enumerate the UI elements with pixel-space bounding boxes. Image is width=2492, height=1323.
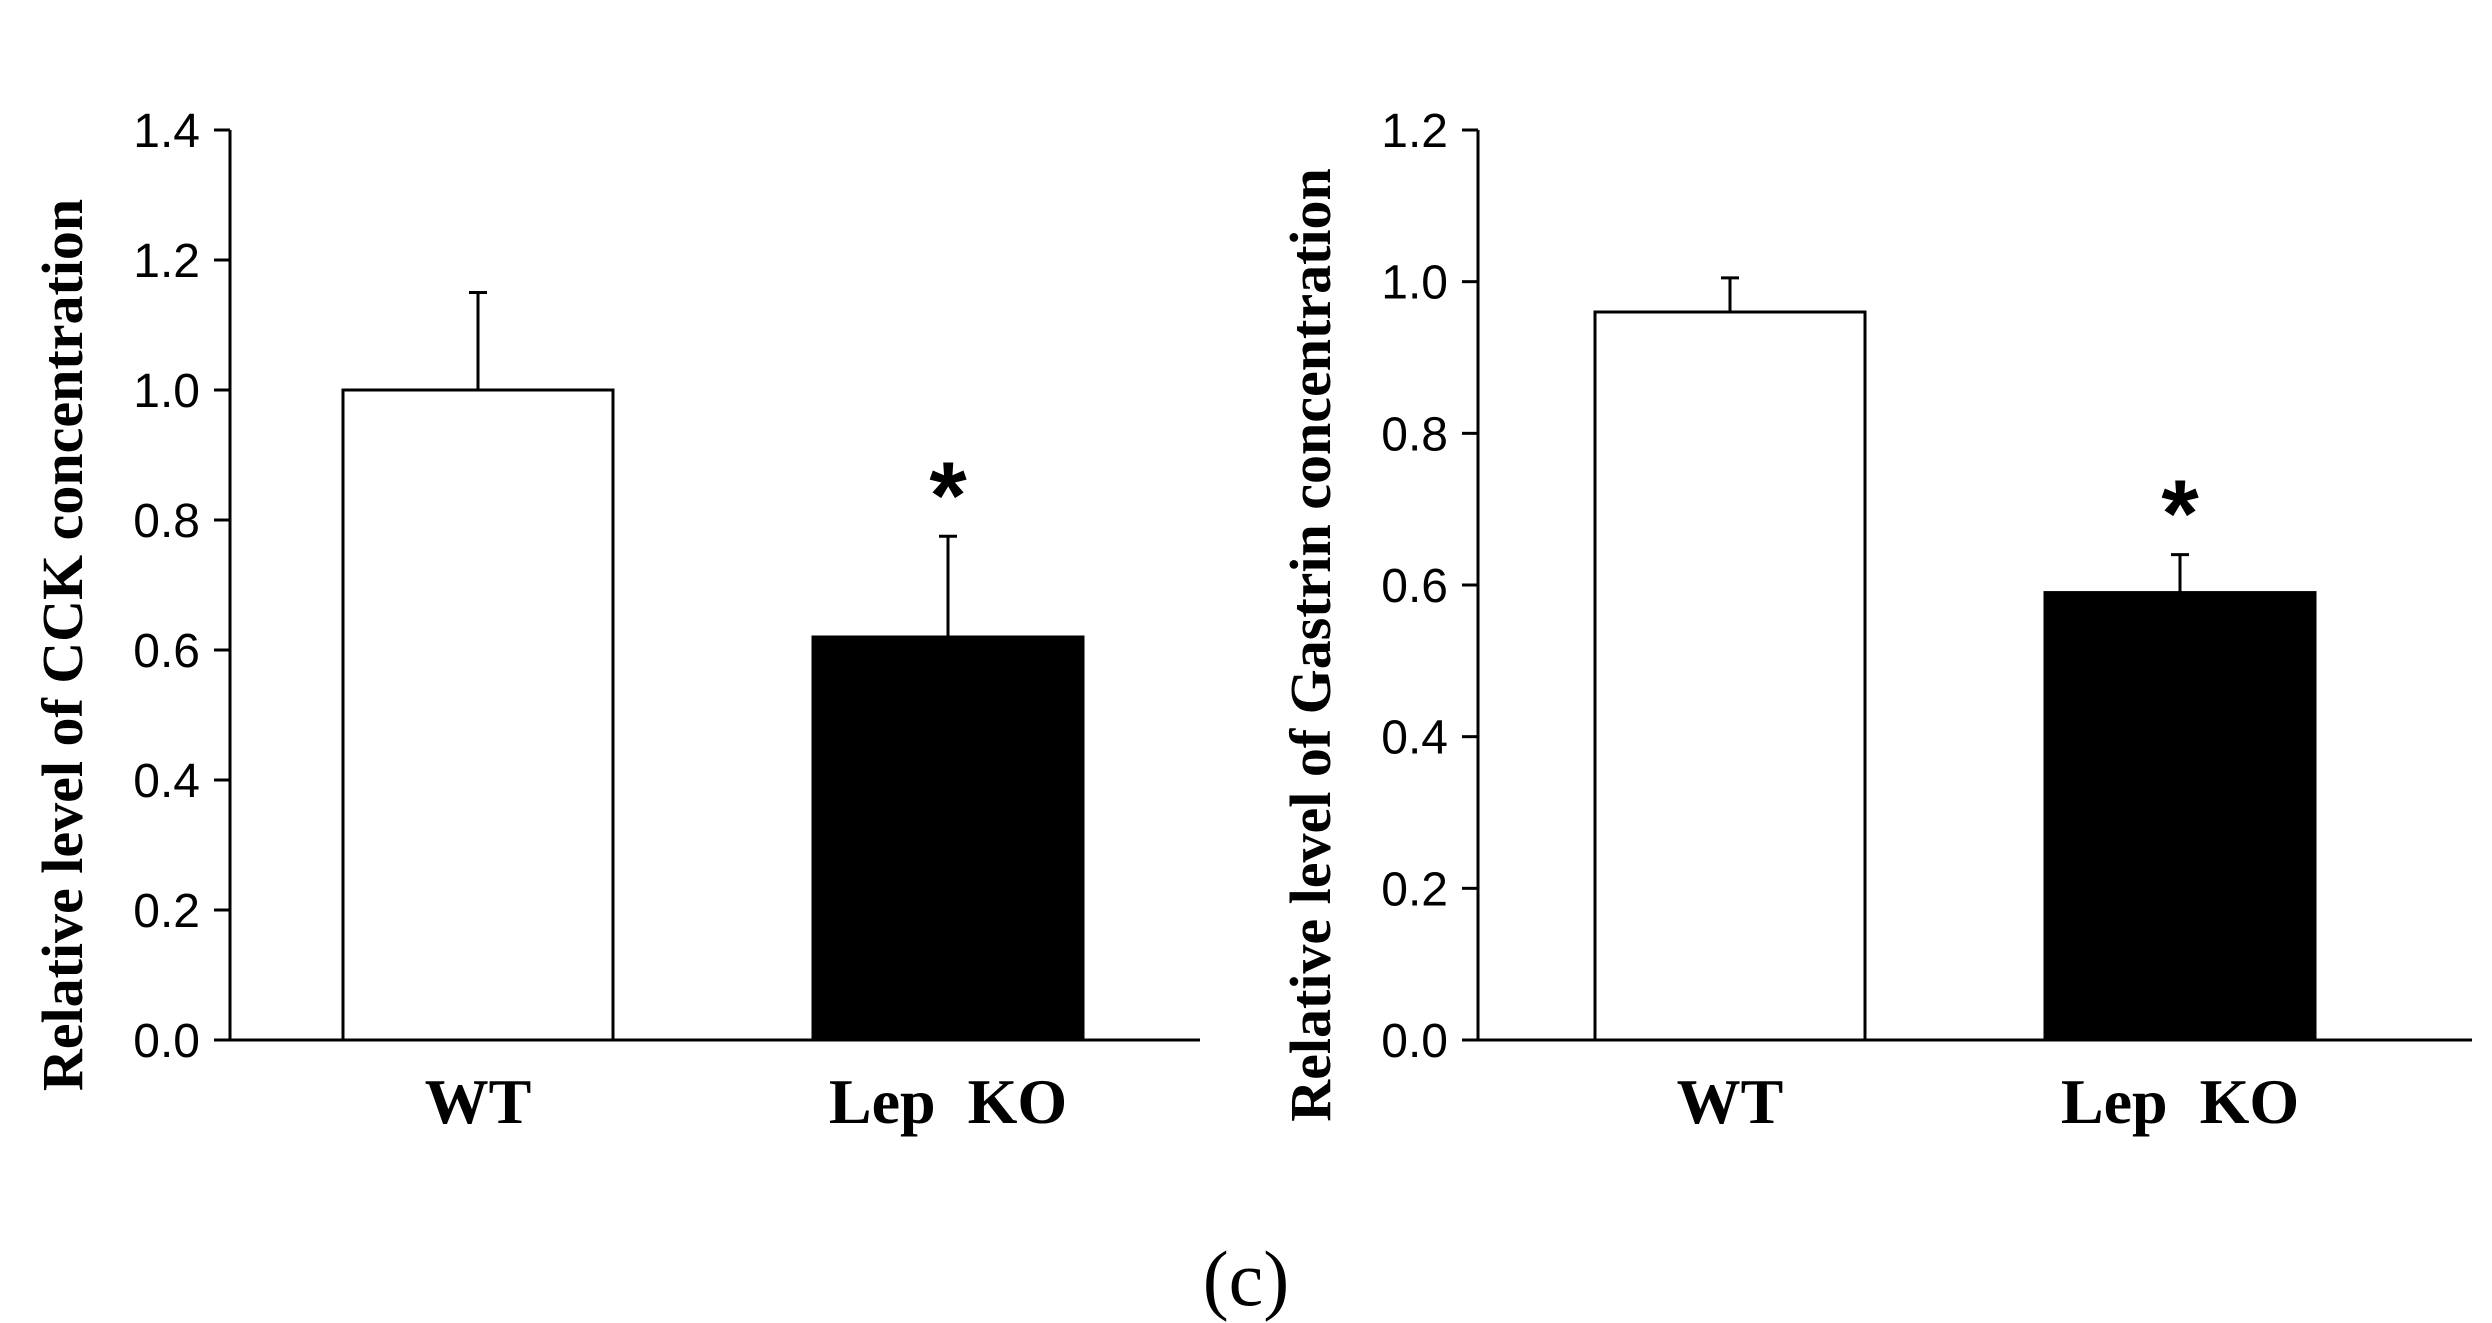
bar-wt <box>341 388 615 1042</box>
figure-caption: (c) <box>1203 1235 1290 1322</box>
gastrin-chart: 0.0 0.2 0.4 0.6 0.8 1.0 1.2 Relative level of G… <box>1278 105 2472 1137</box>
y-tick-label: 1.0 <box>133 365 200 418</box>
y-tick-label: 1.0 <box>1381 257 1448 310</box>
bar-lep-ko <box>811 635 1085 1042</box>
y-tick-label: 0.2 <box>133 885 200 938</box>
bar-lep-ko <box>2043 591 2317 1042</box>
y-tick-label: 0.8 <box>1381 408 1448 461</box>
significance-marker: * <box>2161 461 2199 568</box>
y-tick-label: 0.6 <box>133 625 200 678</box>
category-label: WT <box>425 1066 532 1137</box>
category-label: Lep KO <box>829 1066 1067 1137</box>
y-tick-label: 0.4 <box>133 755 200 808</box>
y-tick-label: 0.6 <box>1381 560 1448 613</box>
bar-wt <box>1593 310 1867 1042</box>
y-tick-label: 0.2 <box>1381 863 1448 916</box>
category-label: Lep KO <box>2061 1066 2299 1137</box>
cck-chart: 0.0 0.2 0.4 0.6 0.8 1.0 1.2 1.4 Relative level o… <box>30 105 1200 1137</box>
y-tick-label: 0.8 <box>133 495 200 548</box>
y-tick-label: 0.0 <box>1381 1015 1448 1068</box>
y-tick-label: 0.0 <box>133 1015 200 1068</box>
y-tick-label: 0.4 <box>1381 712 1448 765</box>
significance-marker: * <box>929 442 967 549</box>
y-axis-label: Relative level of CCK concentration <box>30 199 95 1091</box>
category-label: WT <box>1677 1066 1784 1137</box>
y-tick-label: 1.2 <box>133 235 200 288</box>
y-tick-label: 1.2 <box>1381 105 1448 158</box>
y-axis-label: Relative level of Gastrin concentration <box>1278 168 1343 1122</box>
y-tick-label: 1.4 <box>133 105 200 158</box>
